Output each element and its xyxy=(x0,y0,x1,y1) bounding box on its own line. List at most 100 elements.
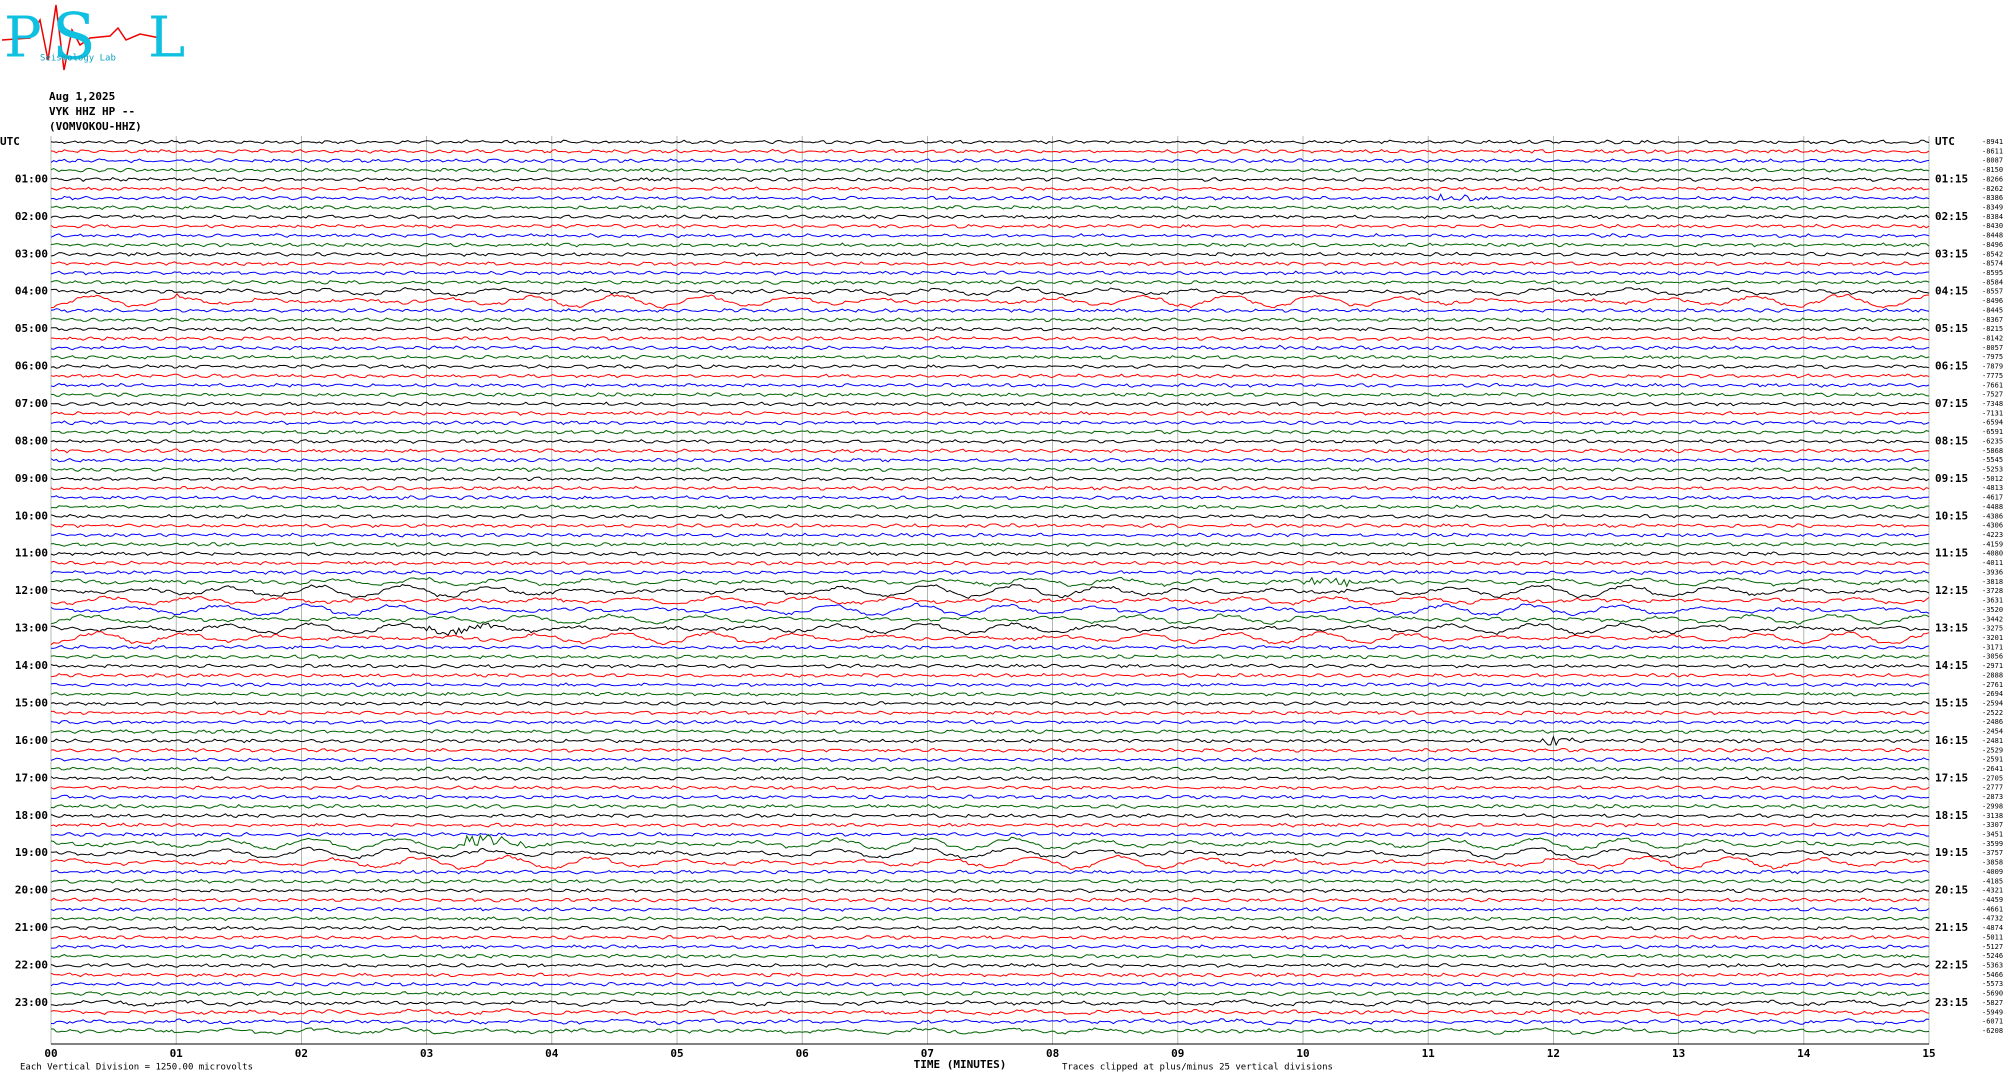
trace xyxy=(50,832,1929,837)
trace xyxy=(50,286,1930,297)
trace xyxy=(51,504,1929,510)
trace xyxy=(50,944,1930,950)
offset-label: -8349 xyxy=(1982,204,2003,212)
left-time-label: 10:00 xyxy=(15,509,48,522)
offset-label: -3171 xyxy=(1982,643,2003,651)
trace xyxy=(50,293,1930,309)
left-time-label: 14:00 xyxy=(15,659,48,672)
offset-label: -8386 xyxy=(1982,194,2003,202)
trace xyxy=(50,373,1930,379)
offset-label: -2761 xyxy=(1982,681,2003,689)
offset-label: -8215 xyxy=(1982,325,2003,333)
logo-letter: P xyxy=(4,6,42,71)
x-tick-label: 13 xyxy=(1672,1047,1685,1060)
offset-label: -5363 xyxy=(1982,961,2003,969)
offset-label: -4732 xyxy=(1982,915,2003,923)
offset-label: -7661 xyxy=(1982,381,2003,389)
scale-note: Each Vertical Division = 1250.00 microvo… xyxy=(20,1063,253,1073)
right-time-label: 23:15 xyxy=(1935,996,1968,1009)
offset-label: -8445 xyxy=(1982,306,2003,314)
offset-label: -4080 xyxy=(1982,550,2003,558)
trace xyxy=(50,999,1930,1007)
left-time-label: 22:00 xyxy=(15,958,48,971)
trace xyxy=(50,344,1930,351)
trace xyxy=(50,364,1930,370)
trace xyxy=(50,186,1930,192)
trace xyxy=(50,233,1930,238)
trace xyxy=(50,672,1930,678)
x-tick-label: 07 xyxy=(921,1047,934,1060)
left-time-label: 01:00 xyxy=(15,172,48,185)
offset-label: -6071 xyxy=(1982,1018,2003,1026)
right-time-label: 16:15 xyxy=(1935,734,1968,747)
trace xyxy=(50,532,1930,538)
trace xyxy=(50,631,1930,646)
offset-label: -3056 xyxy=(1982,653,2003,661)
trace xyxy=(50,813,1930,819)
offset-label: -4321 xyxy=(1982,887,2003,895)
right-time-label: 04:15 xyxy=(1935,285,1968,298)
offset-label: -8266 xyxy=(1982,175,2003,183)
right-time-label: 21:15 xyxy=(1935,921,1968,934)
left-time-label: 23:00 xyxy=(15,996,48,1009)
date: Aug 1,2025 xyxy=(49,90,115,103)
offset-label: -8584 xyxy=(1982,278,2003,286)
offset-label: -7775 xyxy=(1982,372,2003,380)
offset-label: -6235 xyxy=(1982,437,2003,445)
x-tick-label: 04 xyxy=(545,1047,559,1060)
offset-label: -2481 xyxy=(1982,737,2003,745)
offset-label: -3275 xyxy=(1982,625,2003,633)
trace xyxy=(50,663,1930,669)
trace xyxy=(50,735,1930,747)
trace xyxy=(50,888,1930,894)
trace xyxy=(50,991,1930,997)
offset-label: -2529 xyxy=(1982,746,2003,754)
right-time-label: UTC xyxy=(1935,135,1955,148)
trace xyxy=(50,833,1930,852)
left-time-label: 12:00 xyxy=(15,584,48,597)
offset-label: -7131 xyxy=(1982,409,2003,417)
offset-label: -3631 xyxy=(1982,597,2003,605)
trace xyxy=(50,583,1930,599)
right-time-label: 13:15 xyxy=(1935,622,1968,635)
offset-label: -2888 xyxy=(1982,671,2003,679)
trace xyxy=(50,261,1930,267)
offset-label: -8574 xyxy=(1982,260,2003,268)
offset-label: -8142 xyxy=(1982,335,2003,343)
offset-label: -7527 xyxy=(1982,391,2003,399)
offset-label: -2522 xyxy=(1982,709,2003,717)
x-tick-label: 05 xyxy=(670,1047,683,1060)
x-tick-label: 00 xyxy=(44,1047,57,1060)
offset-label: -7348 xyxy=(1982,400,2003,408)
trace xyxy=(50,392,1930,398)
offset-label: -5868 xyxy=(1982,447,2003,455)
trace xyxy=(50,981,1930,987)
offset-label: -2694 xyxy=(1982,690,2003,698)
trace xyxy=(50,560,1930,566)
trace xyxy=(50,242,1930,248)
station: VYK HHZ HP -- xyxy=(49,105,135,118)
trace xyxy=(50,279,1930,285)
offset-label: -3451 xyxy=(1982,830,2003,838)
offset-label: -4459 xyxy=(1982,896,2003,904)
offset-label: -4661 xyxy=(1982,905,2003,913)
trace xyxy=(50,682,1930,688)
offset-label: -3138 xyxy=(1982,812,2003,820)
right-time-label: 12:15 xyxy=(1935,584,1968,597)
left-time-label: 07:00 xyxy=(15,397,48,410)
trace xyxy=(50,401,1929,407)
station-name: (VOMVOKOU-HHZ) xyxy=(49,120,142,133)
trace xyxy=(50,766,1930,772)
offset-label: -4011 xyxy=(1982,559,2003,567)
trace xyxy=(50,308,1930,313)
left-time-label: 20:00 xyxy=(15,884,48,897)
left-time-label: 06:00 xyxy=(15,360,48,373)
offset-label: -5573 xyxy=(1982,980,2003,988)
left-time-label: 11:00 xyxy=(15,547,48,560)
offset-label: -3520 xyxy=(1982,606,2003,614)
right-time-label: 05:15 xyxy=(1935,322,1968,335)
right-time-label: 14:15 xyxy=(1935,659,1968,672)
trace xyxy=(50,551,1930,557)
right-time-label: 01:15 xyxy=(1935,172,1968,185)
